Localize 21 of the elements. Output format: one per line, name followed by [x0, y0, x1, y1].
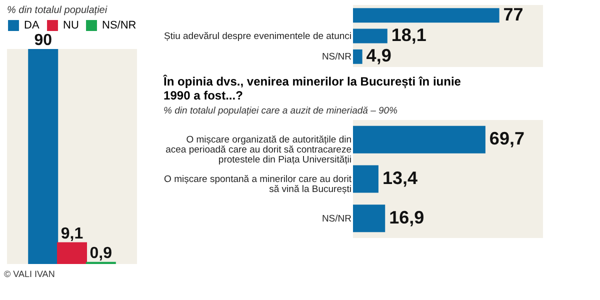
- legend-label: NU: [63, 20, 79, 32]
- data-label: 90: [34, 32, 52, 49]
- data-label: 13,4: [382, 168, 418, 188]
- chart-subtitle: % din totalul populației care a auzit de mineriadă – 90%: [164, 106, 398, 116]
- y-tick-label: O mișcare spontană a minerilor care au dorit să vină la București: [164, 174, 352, 195]
- data-label: 18,1: [391, 25, 426, 45]
- chart-title: În opinia dvs., venirea minerilor la București în iunie 1990 a fost...?: [162, 74, 462, 102]
- legend-label: NS/NR: [102, 20, 136, 32]
- y-tick-label: O mișcare organizată de autoritățile din acea perioadă care au dorit să contracareze protestele din Piața Universității: [166, 134, 352, 166]
- data-label: 4,9: [366, 46, 392, 66]
- data-label: 9,1: [60, 225, 84, 242]
- data-label: 16,9: [389, 207, 424, 228]
- legend-label: DA: [24, 20, 40, 32]
- text: © VALI IVAN: [4, 269, 56, 279]
- y-tick-label: NS/NR: [322, 213, 352, 224]
- data-label: 69,7: [489, 128, 524, 149]
- y-tick-label: Știu adevărul despre evenimentele de atunci: [164, 31, 352, 42]
- chart-subtitle: % din totalul populației: [7, 5, 108, 16]
- y-tick-label: NS/NR: [322, 52, 352, 63]
- data-label: 77: [503, 4, 524, 24]
- data-label: 0,9: [90, 244, 112, 262]
